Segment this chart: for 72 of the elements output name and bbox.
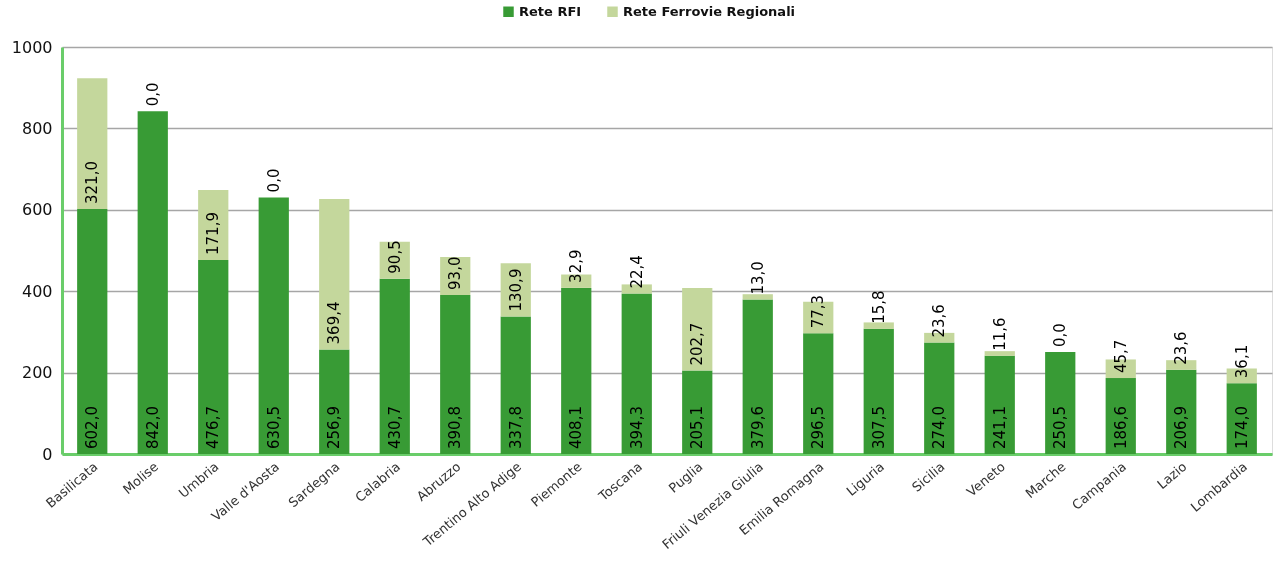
y-tick-label: 400 — [21, 281, 53, 301]
bar — [803, 333, 834, 454]
data-label: 321,0 — [83, 161, 102, 204]
data-label: 23,6 — [930, 304, 949, 338]
data-label: 32,9 — [567, 249, 586, 283]
data-label: 430,7 — [385, 406, 404, 449]
bar — [319, 349, 350, 454]
data-label: 602,0 — [83, 406, 102, 449]
y-tick-label: 600 — [21, 200, 53, 220]
y-tick-label: 200 — [21, 363, 53, 383]
data-label: 241,1 — [990, 406, 1009, 449]
data-label: 307,5 — [869, 406, 888, 449]
bar — [198, 259, 229, 454]
data-label: 256,9 — [325, 406, 344, 449]
bar — [198, 190, 229, 260]
data-label: 22,4 — [627, 255, 646, 289]
data-label: 206,9 — [1172, 406, 1191, 449]
data-label: 186,6 — [1111, 406, 1130, 449]
data-label: 205,1 — [688, 406, 707, 449]
bar — [379, 278, 410, 454]
bar — [742, 294, 773, 300]
data-label: 369,4 — [325, 301, 344, 345]
data-label: 15,8 — [869, 290, 888, 324]
bar — [742, 299, 773, 454]
data-label: 630,5 — [264, 406, 283, 449]
legend-label: Rete Ferrovie Regionali — [623, 3, 796, 19]
data-label: 337,8 — [506, 406, 525, 449]
bar — [621, 293, 652, 454]
bar — [863, 328, 894, 454]
data-label: 23,6 — [1172, 331, 1191, 365]
bar — [77, 78, 108, 209]
bar — [561, 287, 592, 454]
data-label: 0,0 — [143, 82, 162, 107]
bar — [863, 322, 894, 329]
data-label: 296,5 — [809, 406, 828, 449]
y-tick-label: 0 — [42, 444, 53, 464]
data-label: 11,6 — [990, 317, 1009, 351]
data-label: 0,0 — [264, 168, 283, 193]
data-label: 174,0 — [1232, 406, 1251, 449]
bar — [440, 294, 471, 454]
data-label: 0,0 — [1051, 323, 1070, 348]
data-label: 394,3 — [627, 406, 646, 449]
y-tick-label: 800 — [21, 118, 53, 138]
data-label: 842,0 — [143, 406, 162, 449]
data-label: 13,0 — [748, 261, 767, 295]
bar — [319, 199, 350, 350]
bar — [682, 288, 713, 371]
y-tick-label: 1000 — [11, 37, 53, 57]
data-label: 93,0 — [446, 256, 465, 290]
data-label: 130,9 — [506, 268, 525, 312]
data-label: 202,7 — [688, 322, 707, 366]
bar — [258, 197, 289, 454]
bar — [1045, 352, 1076, 454]
bar — [984, 351, 1015, 356]
data-label: 77,3 — [809, 294, 828, 329]
bar — [77, 208, 108, 454]
data-label: 36,1 — [1232, 344, 1251, 379]
data-label: 408,1 — [567, 406, 586, 449]
data-label: 250,5 — [1051, 406, 1070, 449]
data-label: 45,7 — [1111, 339, 1130, 374]
data-label: 90,5 — [385, 240, 404, 274]
bar — [984, 355, 1015, 454]
legend-label: Rete RFI — [519, 3, 582, 19]
data-label: 171,9 — [204, 212, 223, 255]
bar — [924, 342, 955, 454]
data-label: 274,0 — [930, 406, 949, 449]
bar — [500, 316, 531, 454]
data-label: 476,7 — [204, 406, 223, 449]
data-label: 390,8 — [446, 406, 465, 449]
data-label: 379,6 — [748, 406, 767, 449]
bar — [682, 370, 713, 454]
bar — [137, 111, 168, 454]
